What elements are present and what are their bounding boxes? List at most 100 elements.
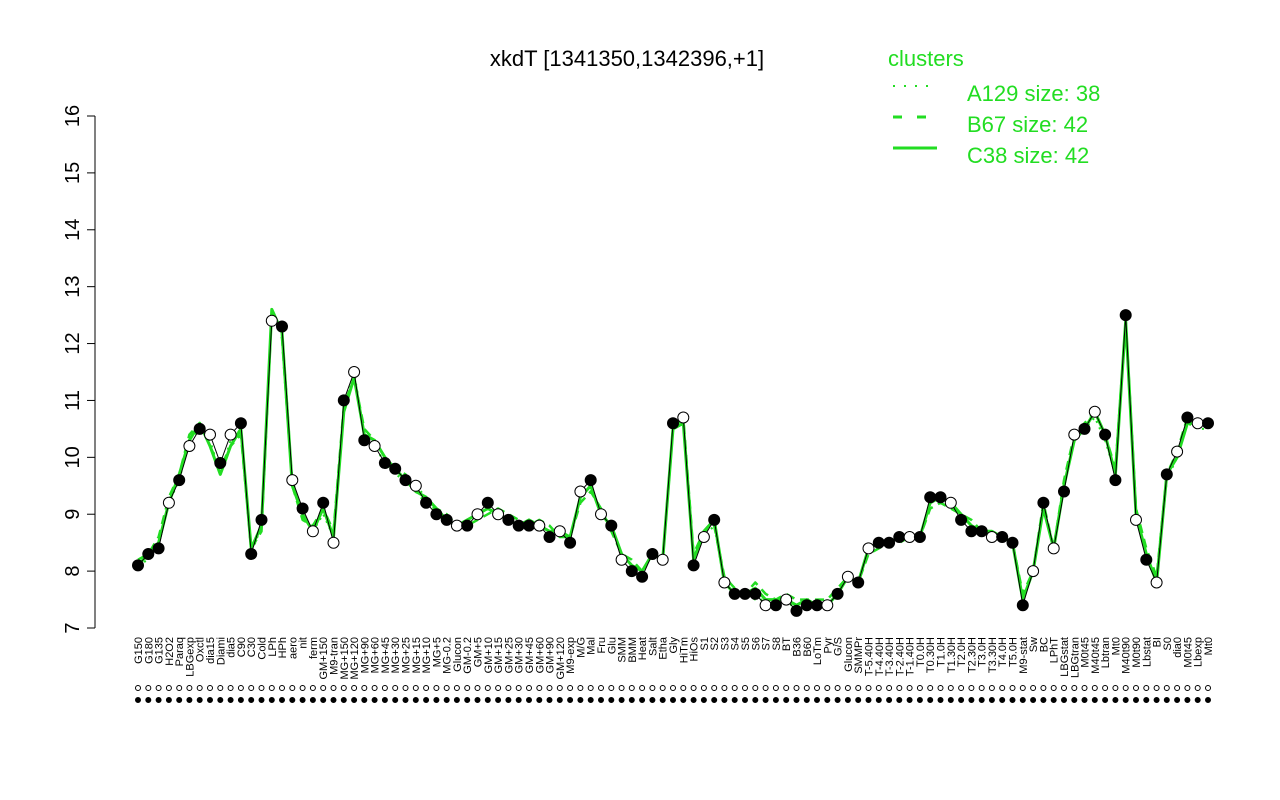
x-tick-label: Gly bbox=[668, 637, 680, 654]
x-sample-marker bbox=[371, 685, 378, 691]
x-sample-marker bbox=[896, 685, 903, 691]
y-tick-label: 13 bbox=[62, 276, 84, 298]
x-sample-marker bbox=[659, 685, 666, 691]
x-tick-label: T1.0H bbox=[936, 637, 948, 667]
x-sample-marker bbox=[371, 697, 378, 703]
x-tick-label: SMM bbox=[617, 637, 629, 663]
data-point bbox=[523, 519, 535, 532]
x-sample-marker bbox=[423, 685, 430, 691]
x-sample-marker bbox=[618, 685, 625, 691]
data-point bbox=[368, 440, 381, 452]
x-tick-label: G135 bbox=[154, 637, 166, 664]
series-line-solid bbox=[136, 307, 1208, 607]
x-sample-marker bbox=[721, 685, 728, 691]
data-point bbox=[687, 559, 700, 572]
x-sample-marker bbox=[1030, 685, 1037, 691]
data-point bbox=[769, 599, 782, 612]
x-tick-label: HPh bbox=[277, 637, 289, 658]
x-sample-marker bbox=[1071, 697, 1078, 703]
x-sample-marker bbox=[1040, 697, 1047, 703]
x-tick-label: GM+120 bbox=[555, 637, 567, 680]
data-point bbox=[584, 474, 597, 487]
x-sample-marker bbox=[711, 685, 718, 691]
x-sample-marker bbox=[217, 685, 224, 691]
x-sample-marker bbox=[381, 697, 388, 703]
x-sample-marker bbox=[135, 685, 141, 691]
x-sample-marker bbox=[320, 697, 327, 703]
x-sample-marker bbox=[505, 685, 512, 691]
x-sample-marker bbox=[289, 685, 296, 691]
data-point bbox=[481, 496, 494, 509]
x-sample-marker bbox=[999, 685, 1006, 691]
x-sample-marker bbox=[1091, 685, 1098, 691]
x-sample-marker bbox=[1184, 685, 1191, 691]
x-sample-marker bbox=[762, 697, 769, 703]
data-point bbox=[183, 440, 196, 452]
x-sample-marker bbox=[453, 697, 460, 703]
data-point bbox=[1047, 542, 1060, 555]
x-tick-label: Mt0 bbox=[1110, 637, 1122, 655]
x-sample-marker bbox=[1122, 685, 1129, 691]
x-sample-marker bbox=[1153, 697, 1160, 703]
x-sample-marker bbox=[145, 685, 152, 691]
data-point bbox=[811, 599, 823, 612]
x-sample-marker bbox=[875, 685, 882, 691]
x-tick-label: M9-tran bbox=[329, 637, 341, 675]
x-tick-label: aero bbox=[287, 637, 299, 659]
x-sample-marker bbox=[731, 697, 738, 703]
x-sample-marker bbox=[165, 697, 172, 703]
x-sample-marker bbox=[155, 697, 162, 703]
data-point bbox=[790, 604, 803, 617]
data-point bbox=[317, 496, 330, 509]
x-tick-label: G180 bbox=[143, 637, 155, 664]
x-sample-marker bbox=[886, 697, 893, 703]
x-tick-label: Etha bbox=[658, 636, 670, 660]
y-tick-label: 15 bbox=[62, 162, 84, 184]
legend-entry-label: B67 size: 42 bbox=[967, 112, 1088, 137]
data-point bbox=[821, 599, 834, 612]
x-sample-marker bbox=[1153, 685, 1160, 691]
data-point bbox=[337, 394, 350, 407]
x-sample-marker bbox=[947, 685, 954, 691]
data-point bbox=[574, 485, 587, 498]
x-tick-label: GM+150 bbox=[318, 637, 330, 680]
x-tick-label: M40t45 bbox=[1090, 637, 1102, 674]
x-sample-marker bbox=[598, 697, 604, 703]
data-point bbox=[296, 502, 309, 515]
x-sample-marker bbox=[248, 685, 255, 691]
data-point bbox=[667, 417, 679, 430]
x-tick-label: Salt bbox=[647, 637, 659, 656]
data-point bbox=[985, 531, 998, 543]
data-point bbox=[1037, 496, 1050, 509]
y-tick-label: 10 bbox=[62, 446, 84, 468]
x-tick-label: Cold bbox=[257, 637, 269, 660]
x-sample-marker bbox=[453, 685, 460, 691]
x-tick-label: S8 bbox=[771, 637, 783, 650]
data-point bbox=[1099, 428, 1112, 441]
x-sample-marker bbox=[546, 697, 553, 703]
data-point bbox=[697, 531, 710, 543]
x-sample-marker bbox=[783, 697, 790, 703]
x-tick-label: S0 bbox=[1162, 637, 1174, 650]
x-sample-marker bbox=[526, 697, 532, 703]
x-sample-marker bbox=[515, 685, 522, 691]
x-tick-label: T2.30H bbox=[966, 637, 978, 673]
data-point bbox=[924, 491, 937, 504]
x-tick-label: Heat bbox=[637, 637, 649, 660]
x-tick-label: T1.30H bbox=[946, 637, 958, 673]
x-sample-marker bbox=[968, 697, 975, 703]
data-point bbox=[245, 548, 258, 560]
x-sample-marker bbox=[659, 697, 666, 703]
x-sample-marker bbox=[1071, 685, 1078, 691]
x-sample-marker bbox=[958, 697, 965, 703]
series-lines bbox=[136, 307, 1208, 612]
data-point bbox=[708, 513, 721, 526]
x-tick-label: Pyr bbox=[822, 637, 834, 654]
x-sample-marker bbox=[649, 697, 656, 703]
data-point bbox=[193, 422, 206, 435]
x-sample-marker bbox=[443, 685, 450, 691]
x-sample-marker bbox=[361, 697, 368, 703]
data-point bbox=[883, 536, 896, 549]
x-tick-label: Glucon bbox=[843, 637, 855, 672]
x-tick-label: LPh bbox=[267, 637, 279, 657]
